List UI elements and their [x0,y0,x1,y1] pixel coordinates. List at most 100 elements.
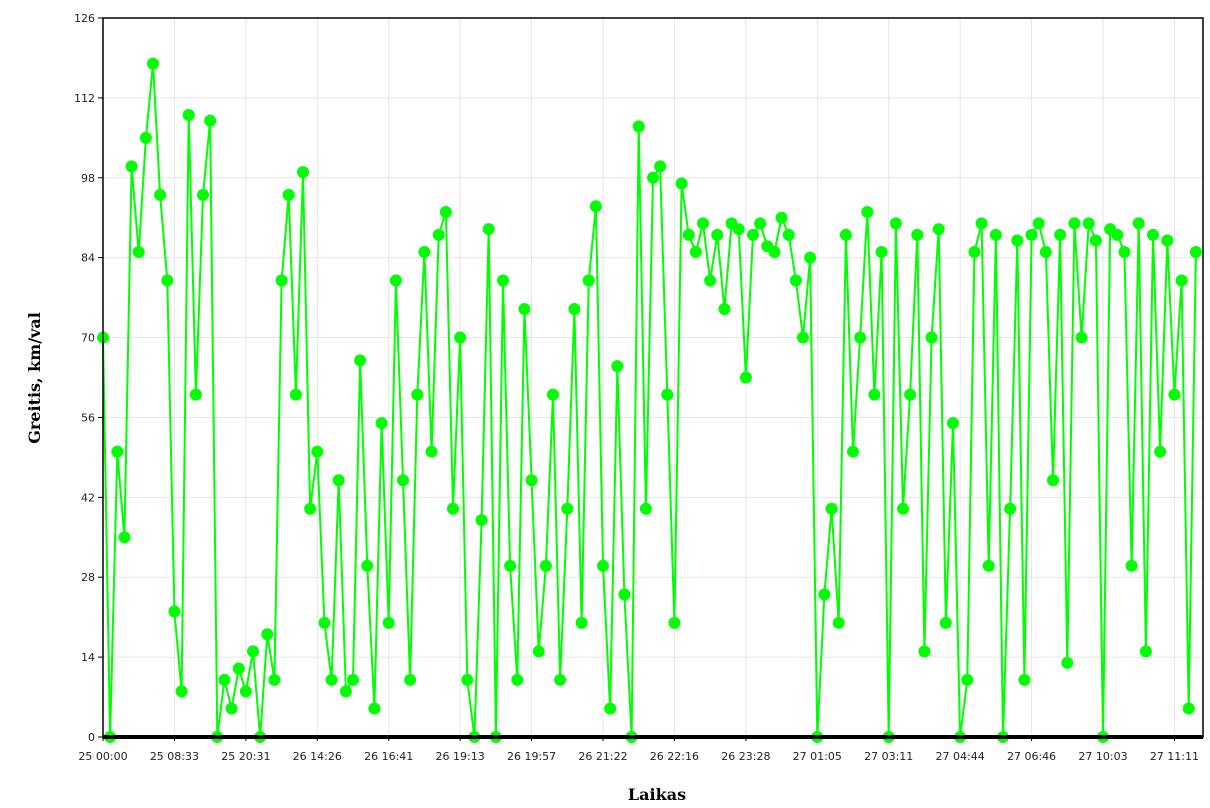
data-point [147,57,159,70]
data-point [1011,234,1024,247]
data-point [354,354,367,367]
x-tick-label: 25 08:33 [150,750,199,763]
data-point [347,673,359,686]
data-point [889,217,902,230]
data-point [939,616,952,629]
data-point [854,331,867,344]
y-tick-label: 112 [74,92,95,105]
data-point [897,502,909,515]
data-point [1132,217,1145,230]
data-point [397,474,409,487]
data-point [532,645,545,658]
x-tick-label: 26 22:16 [650,750,699,763]
data-point [1154,445,1167,458]
data-point [168,605,181,618]
data-point [1061,656,1074,669]
data-point [175,685,188,698]
x-tick-label: 25 20:31 [221,750,270,763]
data-point [589,200,602,213]
data-point [461,673,474,686]
data-point [439,206,452,219]
data-point [618,588,631,601]
data-point [568,303,581,316]
data-point [604,702,617,715]
data-point [297,166,309,179]
x-tick-label: 27 03:11 [864,750,913,763]
data-point [989,228,1002,241]
x-tick-label: 26 21:22 [578,750,627,763]
data-point [1161,234,1174,247]
data-point [968,245,981,258]
x-axis-title: Laikas [628,785,686,804]
data-point [118,531,131,544]
data-point [639,502,652,515]
data-point [361,559,374,572]
x-tick-label: 25 00:00 [78,750,127,763]
data-point [1039,245,1052,258]
data-point [389,274,402,287]
data-point [239,685,252,698]
data-point [975,217,988,230]
data-point [425,445,438,458]
data-point [154,188,167,201]
data-point [1054,228,1067,241]
y-tick-label: 42 [81,491,95,504]
data-point [382,616,395,629]
data-point [447,502,459,515]
data-point [1082,217,1095,230]
data-point [318,616,331,629]
y-tick-label: 0 [88,731,95,744]
data-point [511,673,524,686]
data-point [1004,502,1017,515]
data-point [718,303,731,316]
data-point [368,702,381,715]
data-point [918,645,931,658]
data-point [432,228,445,241]
data-point [339,685,352,698]
data-point [647,171,659,184]
y-tick-label: 126 [74,12,95,25]
data-point [1175,274,1188,287]
y-tick-label: 70 [81,332,95,345]
data-point [904,388,917,401]
data-point [582,274,595,287]
data-point [411,388,424,401]
data-point [1018,673,1031,686]
data-point [1089,234,1102,247]
data-point [1182,702,1195,715]
x-tick-label: 27 04:44 [936,750,985,763]
data-point [1047,474,1059,487]
data-point [711,228,724,241]
x-tick-label: 27 01:05 [793,750,842,763]
data-point [747,228,759,241]
data-point [475,514,488,527]
data-point [1189,245,1202,258]
data-point [689,245,702,258]
data-point [704,274,717,287]
data-point [204,114,217,127]
data-point [632,120,645,133]
data-point [1139,645,1152,658]
data-point [1068,217,1081,230]
data-point [818,588,831,601]
data-point [611,360,624,373]
data-point [418,245,431,258]
data-point [547,388,559,401]
x-tick-label: 26 23:28 [721,750,770,763]
y-tick-label: 14 [81,651,95,664]
data-point [139,131,152,144]
data-point [668,616,681,629]
plot-border [102,17,1204,738]
data-point [825,502,838,515]
data-point [739,371,752,384]
data-point [132,245,145,258]
data-point [861,206,874,219]
data-point [1118,245,1131,258]
data-point [518,303,531,316]
data-point [189,388,202,401]
data-point [525,474,538,487]
data-point [961,673,974,686]
data-point [804,251,817,264]
data-point [268,673,281,686]
